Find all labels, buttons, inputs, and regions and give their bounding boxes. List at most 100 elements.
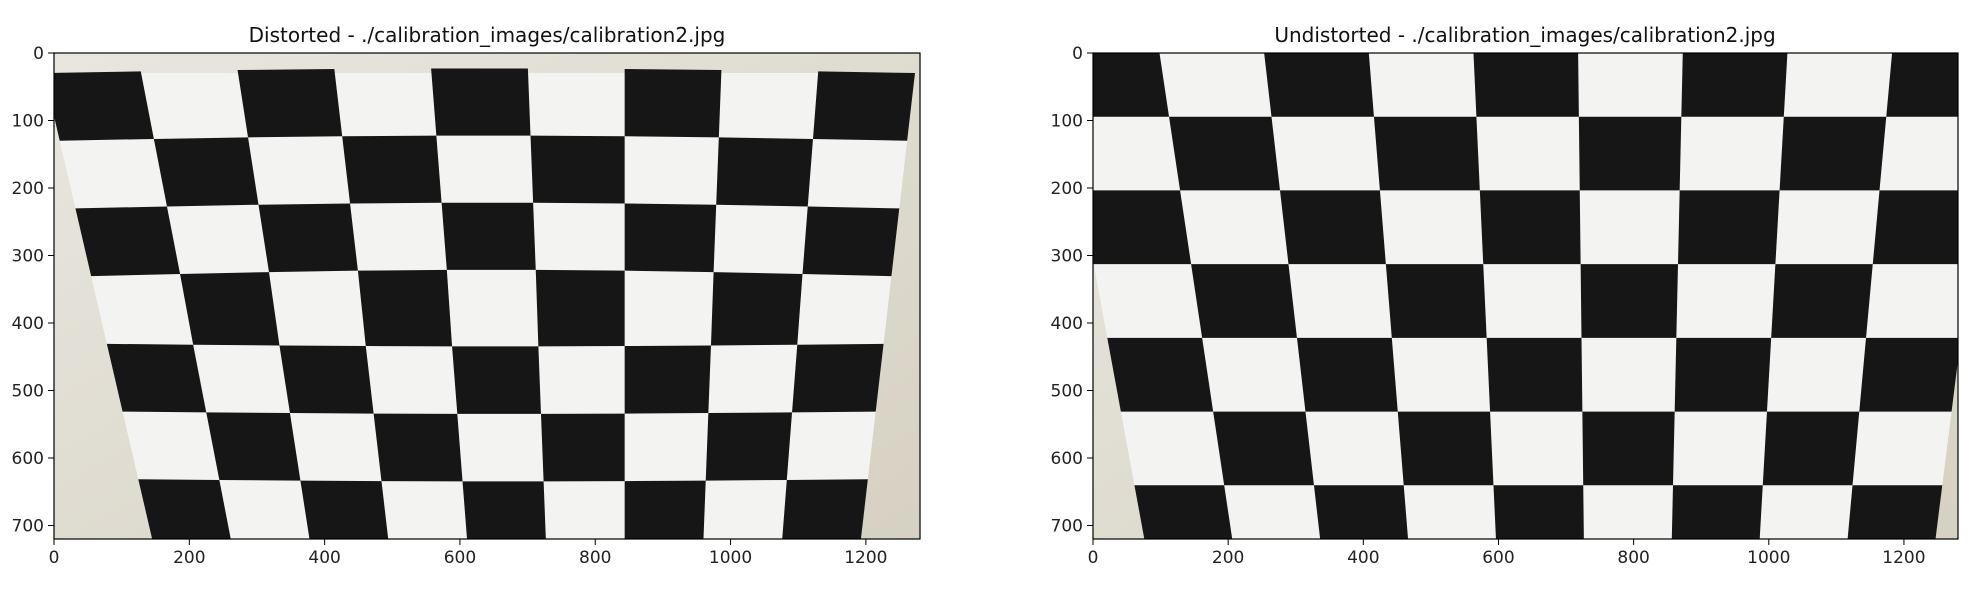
- y-tick-label: 200: [12, 179, 44, 199]
- board-square: [812, 71, 915, 141]
- board-square: [1473, 53, 1579, 117]
- board-square: [1397, 411, 1494, 486]
- y-tick-label: 0: [33, 44, 44, 64]
- x-tick-label: 400: [308, 548, 340, 568]
- x-tick-label: 1000: [1747, 548, 1790, 568]
- board-square: [710, 272, 803, 346]
- board-square: [1872, 190, 1958, 265]
- panel-title: Undistorted - ./calibration_images/calib…: [1274, 23, 1775, 47]
- board-square: [106, 343, 207, 413]
- y-tick-label: 300: [1051, 247, 1083, 267]
- y-tick-label: 600: [1051, 449, 1083, 469]
- x-tick-label: 400: [1347, 548, 1379, 568]
- board-square: [1191, 264, 1297, 338]
- board-square: [1886, 53, 1958, 117]
- board-square: [530, 135, 625, 204]
- x-tick-label: 600: [444, 548, 476, 568]
- board-square: [1169, 116, 1280, 191]
- board-square: [1107, 337, 1214, 412]
- board-square: [802, 206, 900, 277]
- board-square: [1264, 53, 1374, 117]
- board-square: [357, 269, 453, 347]
- y-tick-label: 500: [1051, 382, 1083, 402]
- board-square: [1779, 116, 1887, 191]
- board-square: [1681, 53, 1788, 117]
- y-tick-label: 700: [12, 517, 44, 537]
- board-square: [342, 135, 442, 204]
- board-square: [1762, 411, 1860, 486]
- panel-title: Distorted - ./calibration_images/calibra…: [249, 23, 726, 47]
- board-square: [1313, 485, 1409, 539]
- y-tick-label: 100: [12, 112, 44, 132]
- board-square: [1213, 411, 1314, 486]
- board-square: [138, 479, 231, 539]
- board-square: [705, 412, 793, 481]
- board-square: [540, 413, 625, 482]
- board-square: [1093, 190, 1192, 265]
- board-square: [1847, 485, 1943, 539]
- axes: 0 200 400 600 800 1000 1200 0 100 200 300 400 500 600…: [12, 44, 888, 568]
- board-square: [1093, 53, 1170, 117]
- board-square: [535, 269, 625, 347]
- board-square: [237, 68, 343, 138]
- board-square: [279, 345, 374, 414]
- board-square: [153, 137, 259, 207]
- y-tick-label: 100: [1051, 112, 1083, 132]
- board-square: [1859, 337, 1958, 412]
- y-tick-label: 0: [1072, 44, 1083, 64]
- board-square: [441, 202, 536, 270]
- board-square: [716, 137, 813, 207]
- image-frame: [53, 52, 921, 540]
- y-tick-label: 600: [12, 449, 44, 469]
- y-tick-label: 500: [12, 382, 44, 402]
- x-tick-label: 0: [1088, 548, 1099, 568]
- board-square: [373, 413, 463, 482]
- board-square: [180, 272, 280, 346]
- checkerboard-image: [54, 53, 920, 539]
- board-square: [782, 479, 868, 539]
- board-square: [624, 345, 711, 414]
- board-square: [1678, 190, 1780, 265]
- checkerboard-image: [1093, 53, 1958, 539]
- board-square: [624, 203, 717, 273]
- board-square: [1479, 190, 1581, 265]
- board-square: [206, 412, 301, 481]
- board-square: [452, 346, 541, 414]
- board-square: [258, 203, 358, 273]
- board-square: [1373, 116, 1480, 191]
- y-tick-label: 300: [12, 247, 44, 267]
- y-tick-label: 400: [1051, 314, 1083, 334]
- y-tick-label: 200: [1051, 179, 1083, 199]
- x-tick-label: 800: [1617, 548, 1649, 568]
- board-square: [1674, 337, 1772, 412]
- board-square: [1296, 337, 1398, 412]
- panel-undistorted: Undistorted - ./calibration_images/calib…: [1051, 23, 1959, 568]
- board-square: [1580, 264, 1678, 338]
- board-square: [54, 71, 154, 141]
- y-tick-label: 700: [1051, 517, 1083, 537]
- board-square: [1582, 411, 1675, 486]
- x-tick-label: 1200: [844, 548, 887, 568]
- board-square: [462, 481, 546, 539]
- y-tick-label: 400: [12, 314, 44, 334]
- board-square: [1671, 485, 1763, 539]
- x-tick-label: 800: [579, 548, 611, 568]
- board-square: [624, 68, 722, 138]
- board-square: [1134, 485, 1233, 539]
- panel-distorted: Distorted - ./calibration_images/calibra…: [12, 23, 921, 568]
- x-tick-label: 200: [1212, 548, 1244, 568]
- x-tick-label: 200: [173, 548, 205, 568]
- axes: 0 200 400 600 800 1000 1200 0 100 200 300 400 500 600…: [1051, 44, 1926, 568]
- x-tick-label: 0: [49, 548, 60, 568]
- board-square: [1578, 116, 1682, 191]
- board-square: [792, 343, 884, 413]
- board-square: [1385, 264, 1487, 338]
- x-tick-label: 600: [1482, 548, 1514, 568]
- board-square: [300, 480, 389, 539]
- board-square: [624, 480, 706, 539]
- image-frame: [1092, 52, 1959, 540]
- x-tick-label: 1000: [709, 548, 752, 568]
- board-square: [1279, 190, 1386, 265]
- board-square: [1771, 264, 1873, 338]
